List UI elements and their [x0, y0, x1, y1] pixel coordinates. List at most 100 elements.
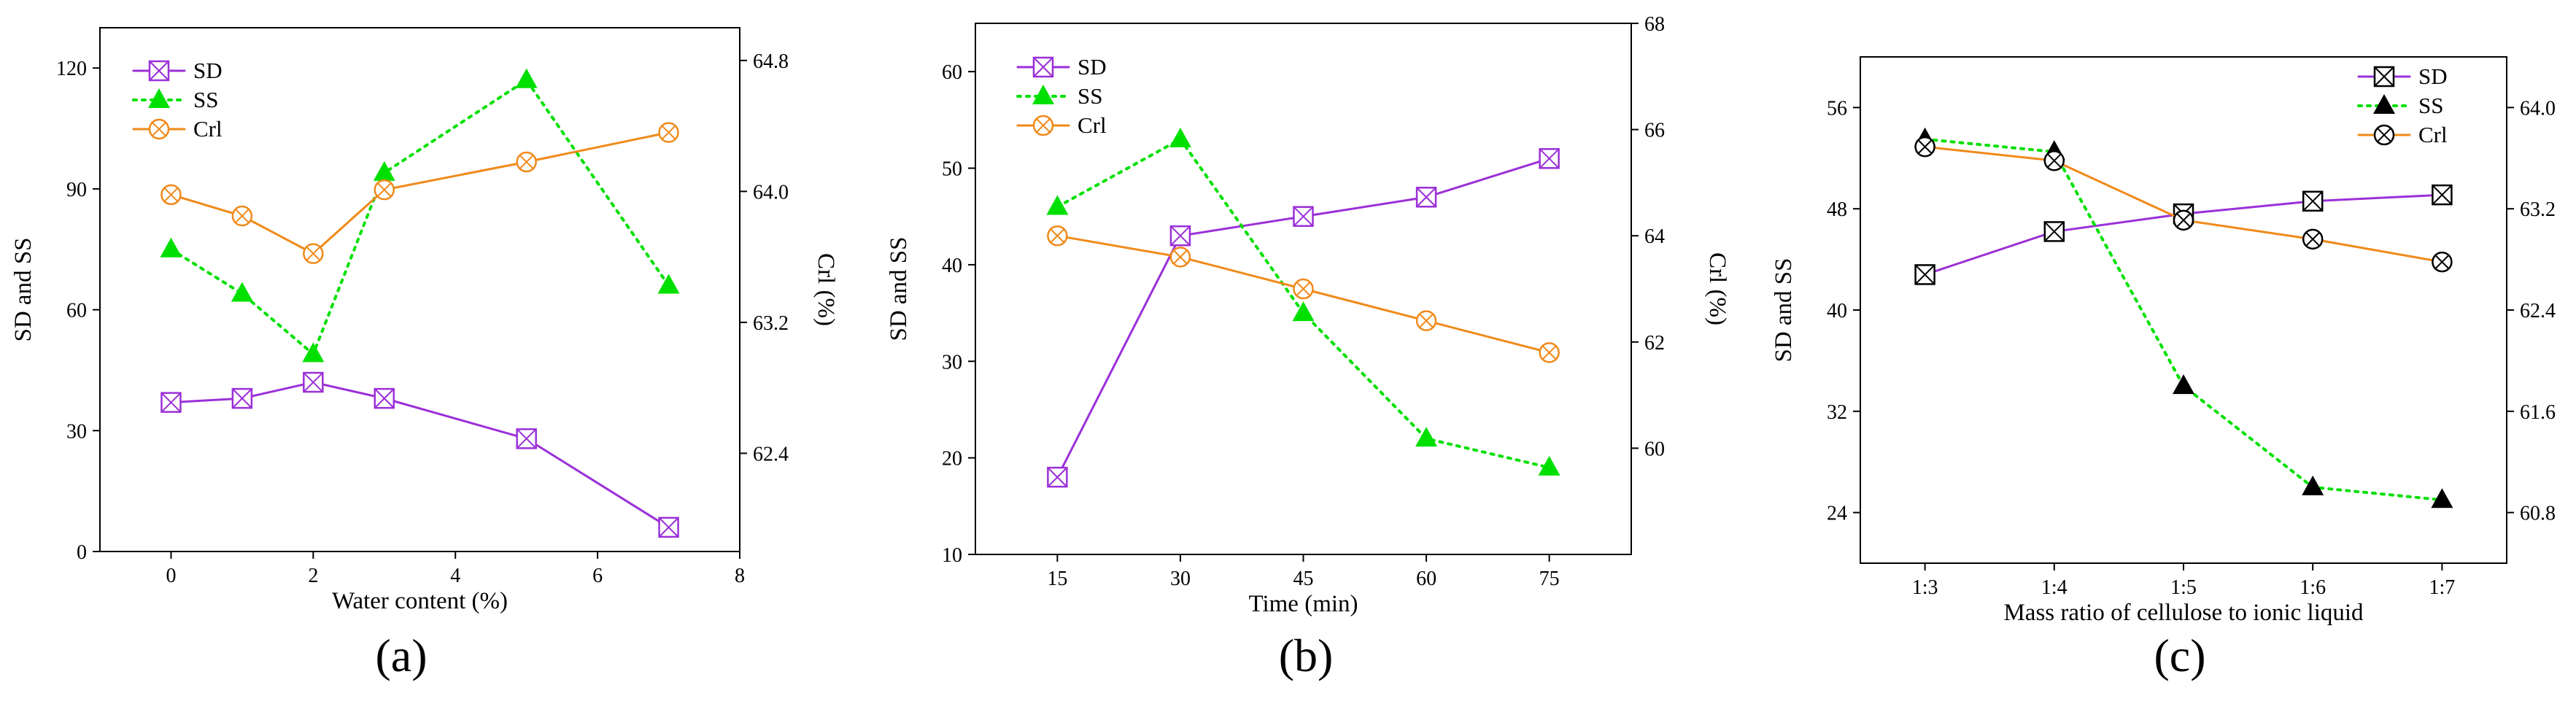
- data-point-sd: [1417, 187, 1436, 206]
- y2-tick-label: 62.4: [2520, 300, 2556, 322]
- data-point-crl: [1294, 279, 1313, 298]
- data-point-sd: [517, 429, 536, 448]
- y-tick-label: 120: [56, 58, 87, 80]
- legend-label: SD: [193, 58, 223, 83]
- data-point-sd: [2432, 185, 2451, 204]
- y2-tick-label: 64.8: [753, 50, 789, 73]
- data-point-crl: [2045, 151, 2064, 170]
- data-point-sd: [1540, 149, 1559, 168]
- x-tick-label: 1:5: [2170, 576, 2197, 599]
- x-tick-label: 75: [1539, 568, 1560, 590]
- legend-label: Crl: [2418, 122, 2448, 147]
- y-tick-label: 40: [942, 255, 962, 277]
- data-point-crl: [1417, 312, 1436, 330]
- data-point-sd: [2303, 192, 2322, 211]
- x-axis-label: Water content (%): [332, 588, 508, 614]
- data-point-crl: [1916, 137, 1935, 156]
- x-tick-label: 1:7: [2429, 576, 2456, 599]
- y-tick-label: 40: [1827, 300, 1847, 322]
- y2-tick-label: 64.0: [2520, 97, 2556, 120]
- x-tick-label: 45: [1293, 568, 1314, 590]
- legend-label: Crl: [193, 116, 223, 142]
- y-tick-label: 56: [1827, 97, 1847, 120]
- y2-tick-label: 64: [1644, 225, 1665, 248]
- x-tick-label: 1:4: [2041, 576, 2068, 599]
- y2-tick-label: 68: [1644, 13, 1665, 36]
- y-tick-label: 0: [77, 541, 87, 564]
- data-point-sd: [303, 373, 322, 392]
- data-point-sd: [1048, 468, 1067, 487]
- data-point-sd: [2045, 222, 2064, 241]
- y-tick-label: 10: [942, 544, 962, 567]
- data-point-sd: [660, 518, 678, 537]
- y2-tick-label: 63.2: [2520, 198, 2556, 221]
- legend-marker-sd: [150, 61, 169, 80]
- data-point-crl: [1171, 247, 1190, 266]
- x-tick-label: 60: [1416, 568, 1436, 590]
- x-tick-label: 6: [592, 565, 603, 587]
- y-axis-label: SD and SS: [10, 237, 36, 341]
- y2-axis-label: Crl (%): [1704, 252, 1730, 325]
- x-axis-label: Time (min): [1248, 591, 1358, 617]
- data-point-crl: [375, 180, 394, 199]
- y-tick-label: 20: [942, 448, 962, 471]
- data-point-sd: [161, 393, 180, 412]
- y-tick-label: 24: [1827, 503, 1847, 525]
- data-point-crl: [1540, 343, 1559, 362]
- y2-tick-label: 61.6: [2520, 401, 2556, 424]
- y2-tick-label: 66: [1644, 120, 1665, 142]
- panel-caption: (c): [2154, 630, 2205, 681]
- legend-label: SD: [1078, 54, 1107, 80]
- x-axis-label: Mass ratio of cellulose to ionic liquid: [2003, 600, 2364, 626]
- legend-label: Crl: [1078, 112, 1107, 138]
- data-point-crl: [303, 244, 322, 263]
- y2-tick-label: 62: [1644, 332, 1665, 355]
- y2-axis-label: Crl (%): [813, 253, 839, 326]
- data-point-crl: [233, 206, 252, 225]
- x-tick-label: 4: [450, 565, 460, 587]
- panel-caption: (a): [375, 630, 427, 681]
- y-tick-label: 48: [1827, 198, 1847, 221]
- legend-label: SS: [2418, 93, 2443, 118]
- data-point-crl: [517, 152, 536, 171]
- legend-marker-sd: [1034, 58, 1053, 77]
- data-point-crl: [2174, 211, 2193, 230]
- x-tick-label: 30: [1170, 568, 1191, 590]
- x-tick-label: 8: [735, 565, 745, 587]
- figure: 0 2 4 6 8030609012062.463.264.064.8Water con…: [0, 0, 2576, 712]
- legend-marker-sd: [2375, 67, 2394, 86]
- data-point-sd: [375, 389, 394, 408]
- data-point-sd: [1916, 265, 1935, 284]
- y-axis-label: SD and SS: [1771, 258, 1797, 362]
- x-tick-label: 0: [166, 565, 176, 587]
- y2-tick-label: 60.8: [2520, 503, 2556, 525]
- x-tick-label: 15: [1047, 568, 1067, 590]
- data-point-crl: [2303, 230, 2322, 249]
- y-tick-label: 32: [1827, 401, 1847, 424]
- data-point-crl: [161, 185, 180, 204]
- legend-marker-crl: [1034, 116, 1053, 135]
- y-tick-label: 30: [942, 351, 962, 374]
- data-point-sd: [1294, 207, 1313, 226]
- y-tick-label: 60: [66, 300, 87, 322]
- legend-label: SS: [1078, 83, 1102, 109]
- legend-label: SD: [2418, 63, 2448, 89]
- legend-marker-crl: [150, 120, 169, 139]
- y-tick-label: 30: [66, 420, 87, 443]
- data-point-sd: [233, 389, 252, 408]
- y2-tick-label: 64.0: [753, 181, 789, 204]
- panel-caption: (b): [1279, 630, 1334, 681]
- y2-tick-label: 63.2: [753, 312, 789, 335]
- legend-label: SS: [193, 87, 218, 112]
- y2-tick-label: 62.4: [753, 443, 789, 465]
- legend-marker-crl: [2375, 125, 2394, 144]
- y-tick-label: 50: [942, 158, 962, 181]
- data-point-crl: [1048, 226, 1067, 245]
- x-tick-label: 1:3: [1912, 576, 1938, 599]
- data-point-crl: [660, 123, 678, 142]
- y-axis-label: SD and SS: [886, 236, 912, 341]
- y2-tick-label: 60: [1644, 438, 1665, 460]
- data-point-crl: [2432, 252, 2451, 271]
- y-tick-label: 90: [66, 179, 87, 201]
- x-tick-label: 1:6: [2300, 576, 2326, 599]
